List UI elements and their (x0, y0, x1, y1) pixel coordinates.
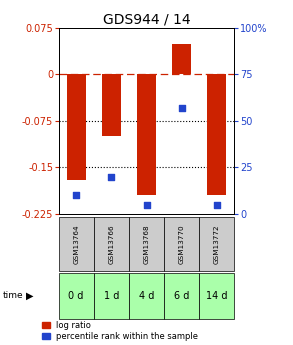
Text: time: time (3, 291, 23, 300)
Point (179, 105, 184, 110)
Point (109, 174, 114, 179)
Title: GDS944 / 14: GDS944 / 14 (103, 12, 190, 27)
Text: 14 d: 14 d (206, 291, 228, 301)
Text: ▶: ▶ (25, 291, 33, 301)
Point (214, 202, 219, 207)
Bar (172, 45, 191, 74)
Point (144, 202, 149, 207)
Bar (137, 74, 156, 195)
Text: GSM13770: GSM13770 (179, 224, 185, 264)
Text: GSM13768: GSM13768 (144, 224, 149, 264)
Text: GSM13766: GSM13766 (108, 224, 114, 264)
Text: GSM13764: GSM13764 (73, 224, 79, 264)
Bar (207, 74, 226, 195)
Text: GSM13772: GSM13772 (214, 224, 220, 264)
Text: 0 d: 0 d (69, 291, 84, 301)
Legend: log ratio, percentile rank within the sample: log ratio, percentile rank within the sa… (42, 321, 198, 341)
Text: 6 d: 6 d (174, 291, 189, 301)
Point (74, 193, 79, 198)
Bar (102, 74, 121, 136)
Bar (67, 74, 86, 180)
Text: 1 d: 1 d (104, 291, 119, 301)
Text: 4 d: 4 d (139, 291, 154, 301)
